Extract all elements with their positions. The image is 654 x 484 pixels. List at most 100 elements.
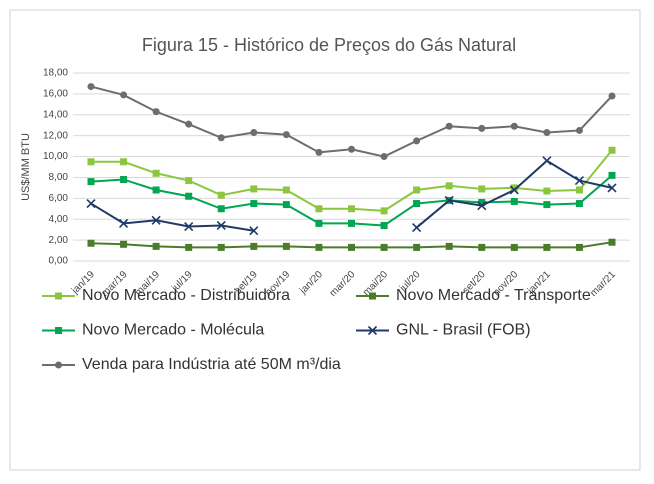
data-point: [575, 243, 583, 251]
data-point: [118, 218, 129, 228]
legend-marker: [55, 361, 62, 369]
data-point: [152, 169, 160, 177]
legend-marker: [55, 327, 62, 334]
data-point: [478, 185, 486, 193]
data-point: [87, 178, 95, 186]
data-point: [380, 207, 388, 215]
data-point: [608, 146, 616, 154]
y-tick-label: 14,00: [43, 109, 68, 120]
data-point: [380, 221, 388, 229]
data-point: [509, 185, 519, 195]
data-point: [348, 243, 355, 251]
data-point: [86, 198, 96, 209]
data-point: [250, 242, 258, 250]
data-point: [413, 200, 421, 208]
y-tick-label: 10,00: [43, 151, 68, 162]
data-point: [413, 186, 421, 194]
data-point: [217, 191, 225, 199]
data-point: [250, 129, 258, 137]
legend-marker: [369, 292, 376, 300]
data-point: [152, 242, 160, 250]
data-point: [412, 223, 422, 233]
data-point: [151, 215, 161, 225]
data-point: [380, 153, 388, 161]
data-point: [478, 199, 486, 207]
data-point: [184, 221, 194, 232]
y-tick-label: 0,00: [49, 256, 69, 267]
data-point: [348, 145, 355, 153]
legend-label: Venda para Indústria até 50M m³/dia: [82, 356, 341, 373]
data-point: [477, 201, 487, 211]
data-point: [510, 243, 518, 251]
data-point: [87, 158, 95, 166]
data-point: [543, 129, 551, 137]
y-tick-label: 12,00: [43, 130, 68, 141]
data-point: [282, 201, 290, 209]
legend-marker: [367, 325, 378, 336]
data-point: [282, 131, 290, 139]
data-point: [87, 239, 95, 247]
data-point: [478, 124, 486, 132]
data-point: [185, 192, 193, 200]
y-tick-label: 2,00: [49, 235, 69, 246]
data-point: [445, 182, 453, 190]
legend-label: GNL - Brasil (FOB): [396, 322, 531, 339]
data-point: [120, 240, 128, 248]
chart-title: Figura 15 - Histórico de Preços do Gás N…: [142, 35, 516, 55]
data-point: [380, 243, 388, 251]
data-point: [510, 197, 518, 205]
data-point: [217, 205, 225, 213]
data-point: [315, 243, 323, 251]
data-point: [413, 243, 421, 251]
legend-label: Novo Mercado - Distribuidora: [82, 287, 290, 304]
data-point: [543, 243, 551, 251]
data-point: [575, 186, 583, 194]
data-point: [217, 134, 225, 142]
data-point: [250, 200, 258, 208]
data-point: [315, 219, 323, 227]
legend-label: Novo Mercado - Transporte: [396, 287, 591, 304]
data-point: [217, 243, 225, 251]
y-axis-label: US$/MM BTU: [20, 133, 32, 201]
data-point: [250, 185, 258, 193]
data-point: [152, 186, 160, 194]
data-point: [120, 91, 128, 99]
data-point: [315, 148, 323, 156]
data-point: [608, 238, 616, 246]
y-tick-label: 6,00: [49, 193, 69, 204]
data-point: [120, 176, 128, 184]
data-point: [510, 122, 518, 130]
data-point: [152, 108, 160, 116]
y-tick-label: 16,00: [43, 89, 68, 100]
data-point: [543, 201, 551, 209]
data-point: [510, 184, 518, 192]
data-point: [185, 243, 193, 251]
data-point: [282, 242, 290, 250]
data-point: [574, 176, 585, 186]
data-point: [608, 171, 616, 179]
data-point: [249, 226, 259, 236]
data-point: [413, 137, 421, 145]
y-tick-label: 18,00: [43, 68, 68, 79]
data-point: [478, 243, 486, 251]
data-point: [315, 205, 323, 213]
data-point: [575, 200, 583, 208]
data-point: [87, 83, 95, 91]
y-tick-label: 8,00: [49, 172, 69, 183]
data-point: [445, 122, 453, 130]
data-point: [444, 195, 454, 205]
data-point: [607, 183, 617, 193]
data-point: [542, 156, 552, 166]
data-point: [348, 205, 355, 213]
data-point: [575, 126, 583, 134]
data-point: [608, 92, 616, 100]
data-point: [348, 219, 355, 227]
data-point: [282, 186, 290, 194]
legend-label: Novo Mercado - Molécula: [82, 322, 264, 339]
legend-marker: [55, 292, 62, 300]
y-tick-label: 4,00: [49, 214, 69, 225]
data-point: [185, 120, 193, 128]
data-point: [185, 177, 193, 185]
data-point: [445, 242, 453, 250]
